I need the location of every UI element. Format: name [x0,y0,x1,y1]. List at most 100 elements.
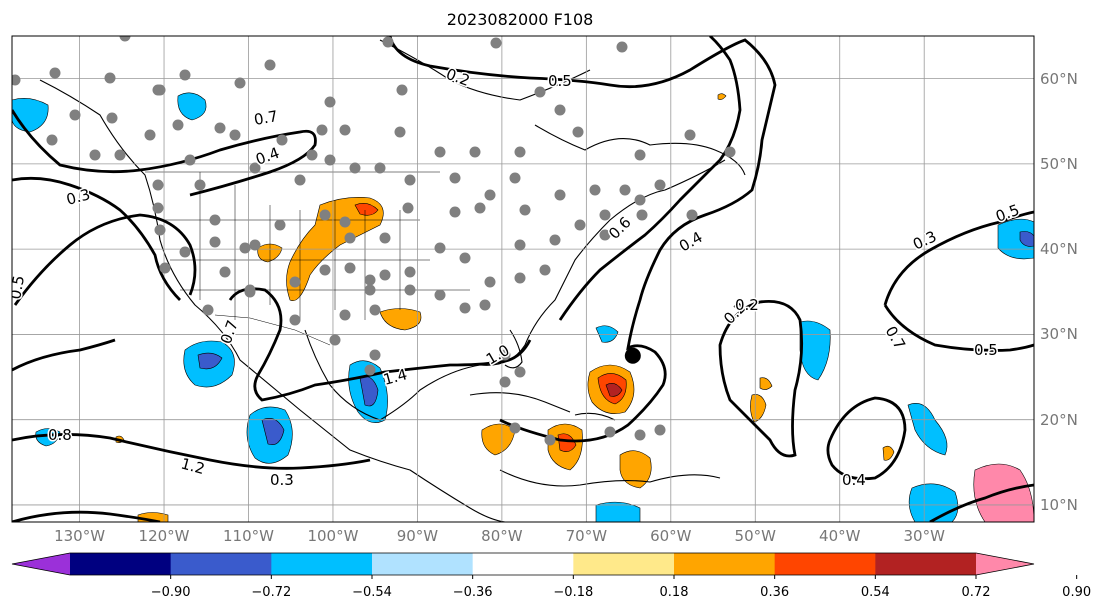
station-dot [484,276,496,288]
station-dot [499,349,511,361]
station-dot [394,126,406,138]
contour-label: 0.5 [974,341,998,359]
station-dot [154,224,166,236]
station-dot [402,202,414,214]
station-dot [434,242,446,254]
station-dot [616,41,628,53]
station-dot [184,154,196,166]
station-dot [549,234,561,246]
station-dot [344,232,356,244]
station-dot [382,36,394,48]
station-dot [49,67,61,79]
contour-east-atlantic-b [883,304,1034,352]
station-dot [114,149,126,161]
anomaly-blob [605,383,623,397]
station-dot [219,266,231,278]
station-dot [459,252,471,264]
station-dot [636,209,648,221]
colorbar-extend-min [12,553,70,575]
contour-south-edge [929,483,1034,522]
station-dot [144,129,156,141]
colorbar-segment [674,553,776,575]
contour-label: 0.3 [270,471,294,489]
longitude-tick-label: 80°W [481,527,523,545]
contour-label: 0.2 [735,296,759,314]
latitude-tick-label: 60°N [1040,69,1078,88]
longitude-tick-label: 50°W [734,527,776,545]
station-dot [554,104,566,116]
station-dot [634,429,646,441]
colorbar-segment [271,553,373,575]
station-dot [324,154,336,166]
colorbar-tick-label: −0.54 [352,585,392,600]
station-dot [202,304,214,316]
station-dot [379,232,391,244]
station-dot [159,262,171,274]
station-dot [294,174,306,186]
state-borders [145,171,470,346]
colorbar-segment [573,553,675,575]
anomaly-blob [750,394,767,423]
station-dot [539,264,551,276]
station-dot [599,229,611,241]
station-dot [152,84,164,96]
station-dots [12,36,736,446]
station-dot [264,59,276,71]
station-dot [404,174,416,186]
station-dot [276,134,288,146]
station-dot [306,149,318,161]
station-dot [319,264,331,276]
station-dot [604,426,616,438]
anomaly-blob [799,320,831,381]
station-dot [364,364,376,376]
latitude-tick-label: 30°N [1040,325,1078,344]
contour-loop-southeast [826,396,907,481]
station-dot [499,376,511,388]
station-dot [239,242,251,254]
coastline-southamerica [499,469,721,487]
border-state-a [199,172,401,320]
anomaly-blob [619,450,652,489]
station-dot [249,162,261,174]
station-dot [724,146,736,158]
station-dot [599,209,611,221]
longitude-tick-label: 30°W [903,527,945,545]
latitude-tick-label: 10°N [1040,495,1078,514]
station-dot [469,146,481,158]
station-dot [209,214,221,226]
anomaly-blob [261,418,285,445]
station-dot [339,216,351,228]
station-dot [289,314,301,326]
station-dot [104,72,116,84]
longitude-tick-label: 100°W [307,527,359,545]
colorbar-extend-max [976,553,1034,575]
station-dot [404,284,416,296]
anomaly-blob [759,377,773,390]
station-dot [459,302,471,314]
station-dot [509,422,521,434]
contour-mid-atlantic [718,300,804,458]
coastline-west [39,79,506,522]
anomaly-blob [557,433,577,452]
colorbar-segment [472,553,574,575]
latitude-tick-label: 20°N [1040,410,1078,429]
station-dot [339,309,351,321]
colorbar-segment [70,553,172,575]
station-dot [509,172,521,184]
colorbar [11,552,1078,579]
coastline-cuba [469,392,571,413]
anomaly-blob [882,445,895,461]
anomaly-blob [35,428,61,447]
colorbar-tick-label: 0.36 [760,585,790,600]
station-dot [229,129,241,141]
contour-lines [12,36,1034,522]
station-dot [329,334,341,346]
station-dot [449,172,461,184]
station-dot [654,424,666,436]
station-dot [379,269,391,281]
anomaly-blob [286,197,384,301]
colorbar-tick-label: −0.18 [553,585,594,600]
station-dot [249,239,261,251]
anomaly-blob [595,325,619,343]
station-dot [474,202,486,214]
